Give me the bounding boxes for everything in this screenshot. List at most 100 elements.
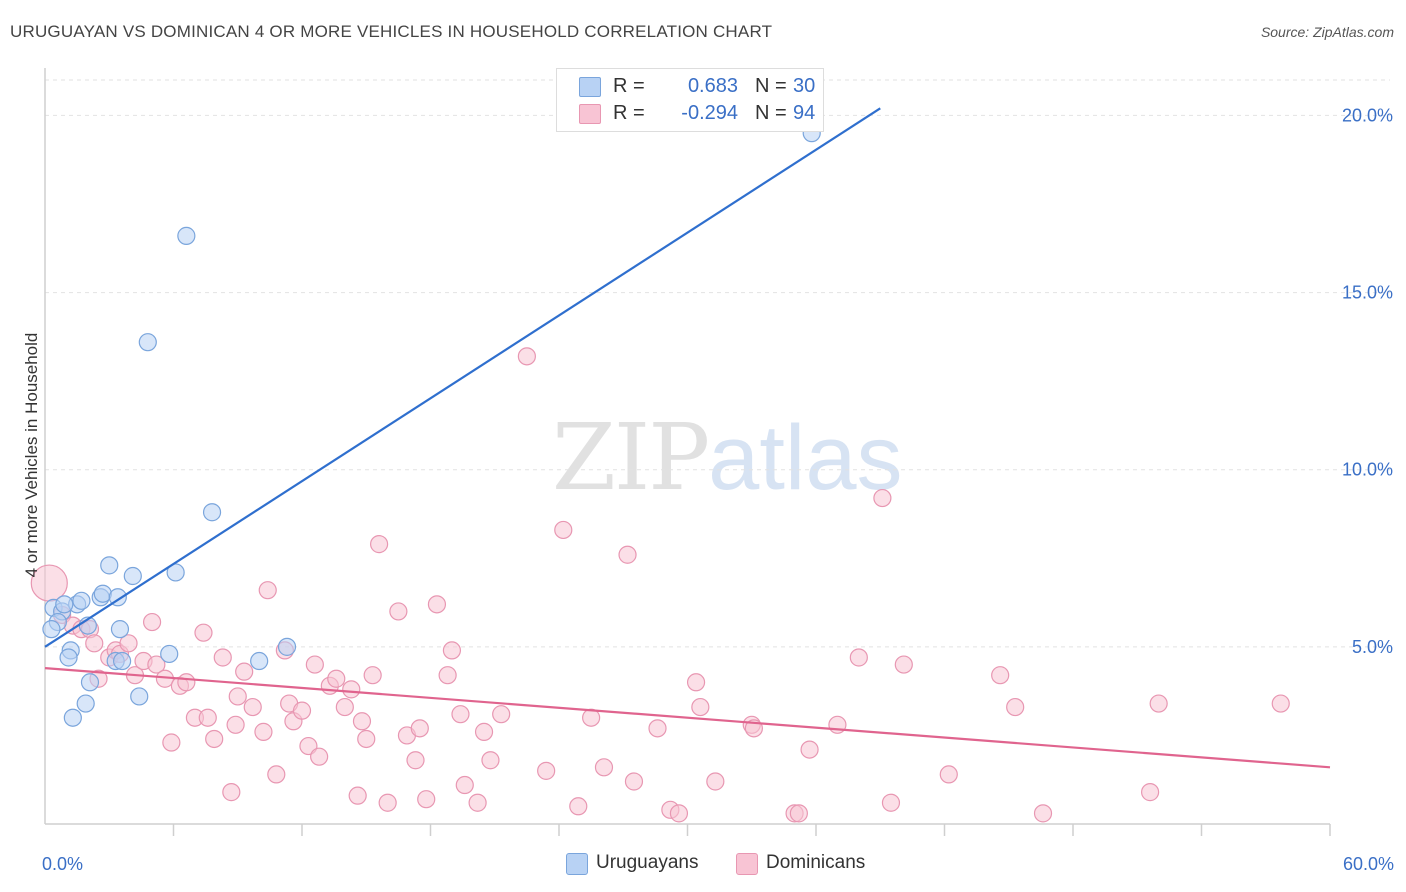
dominican-point	[594, 758, 614, 777]
r-label: R =	[613, 102, 645, 124]
dominican-point	[222, 783, 241, 802]
axes	[44, 68, 1331, 836]
dominicans-points	[30, 347, 1290, 823]
gridlines	[45, 79, 1390, 648]
uruguayan-point	[76, 694, 95, 713]
dominican-point	[85, 634, 104, 653]
dominican-point	[1140, 783, 1160, 802]
n-label: N =	[755, 102, 787, 124]
dominican-point	[789, 804, 808, 823]
r-value: -0.294	[681, 102, 738, 124]
uruguayan-point	[72, 591, 91, 610]
uruguayan-point	[59, 648, 78, 667]
dominican-point	[800, 740, 819, 759]
dominican-point	[205, 729, 224, 749]
dominican-point	[254, 722, 273, 741]
dominican-point	[119, 634, 138, 653]
dominican-point	[417, 790, 436, 809]
dominican-point	[305, 655, 324, 674]
y-tick-label: 5.0%	[1352, 637, 1393, 657]
dominican-point	[327, 669, 346, 688]
dominican-point	[648, 719, 667, 738]
dominican-point	[292, 701, 312, 720]
dominican-point	[1271, 694, 1290, 713]
dominican-point	[1149, 694, 1168, 713]
dominican-point	[468, 793, 487, 812]
uruguayan-point	[138, 333, 157, 352]
dominican-point	[194, 623, 213, 642]
dominican-point	[881, 793, 901, 812]
dominicans-legend-label: Dominicans	[766, 852, 866, 873]
dominican-point	[686, 673, 706, 692]
uruguayans-swatch	[579, 77, 601, 97]
dominican-point	[228, 687, 247, 706]
dominican-point	[335, 697, 354, 717]
dominican-point	[991, 666, 1010, 685]
uruguayan-point	[166, 563, 185, 582]
uruguayan-point	[202, 503, 222, 522]
uruguayan-point	[110, 620, 130, 639]
dominican-point	[1006, 697, 1025, 717]
n-label: N =	[755, 75, 787, 97]
dominican-point	[691, 697, 710, 717]
chart-title: URUGUAYAN VS DOMINICAN 4 OR MORE VEHICLE…	[10, 22, 773, 41]
trend-lines	[44, 107, 1331, 769]
watermark-atlas: atlas	[708, 407, 903, 509]
dominican-point	[438, 666, 457, 685]
dominican-point	[706, 772, 725, 791]
watermark: ZIPatlas	[552, 404, 903, 511]
dominican-point	[363, 666, 382, 685]
dominicans-swatch	[579, 104, 601, 124]
uruguayan-point	[123, 566, 142, 586]
dominican-point	[554, 520, 573, 540]
dominican-point	[213, 648, 232, 667]
dominican-point	[669, 804, 689, 823]
dominicans-legend-swatch	[736, 853, 758, 875]
dominican-point	[894, 655, 913, 674]
dominican-point	[451, 705, 470, 724]
n-value: 94	[793, 102, 816, 124]
dominican-point	[348, 786, 367, 805]
uruguayans-legend-label: Uruguayans	[596, 852, 699, 873]
dominican-point	[410, 719, 429, 738]
y-tick-label: 10.0%	[1342, 460, 1393, 480]
x-tick-label: 60.0%	[1343, 854, 1394, 874]
uruguayan-point	[42, 620, 61, 639]
dominican-point	[352, 712, 372, 731]
dominican-point	[517, 347, 536, 366]
uruguayan-point	[55, 595, 74, 614]
dominican-point	[873, 488, 892, 508]
dominican-point	[569, 797, 588, 816]
dominican-point	[147, 655, 166, 674]
dominican-point	[162, 733, 181, 752]
dominican-point	[849, 648, 868, 667]
dominican-point	[378, 793, 397, 812]
dominican-point	[177, 673, 196, 692]
uruguayan-point	[177, 226, 196, 245]
dominican-point	[618, 545, 637, 564]
dominican-point	[357, 729, 376, 749]
dominican-point	[939, 765, 958, 784]
uruguayans-trend-line	[44, 107, 881, 648]
dominican-point	[481, 751, 500, 770]
uruguayan-point	[130, 687, 149, 706]
uruguayan-point	[93, 584, 112, 603]
uruguayan-point	[63, 708, 82, 727]
r-value: 0.683	[687, 75, 738, 97]
dominican-point	[442, 641, 462, 660]
uruguayan-point	[112, 651, 132, 671]
dominican-point	[492, 705, 511, 724]
dominican-point	[624, 772, 644, 791]
uruguayan-point	[277, 637, 297, 656]
n-value: 30	[793, 75, 816, 97]
dominican-point	[342, 680, 361, 699]
dominican-point	[427, 595, 447, 614]
dominicans-trend-line	[44, 667, 1331, 769]
dominican-point	[235, 662, 254, 681]
dominican-point	[406, 751, 425, 770]
uruguayan-point	[250, 651, 269, 671]
tick-labels: 5.0% 10.0% 15.0% 20.0% 0.0% 60.0%	[42, 105, 1394, 874]
y-tick-label: 20.0%	[1342, 105, 1393, 125]
dominican-point	[243, 697, 262, 717]
